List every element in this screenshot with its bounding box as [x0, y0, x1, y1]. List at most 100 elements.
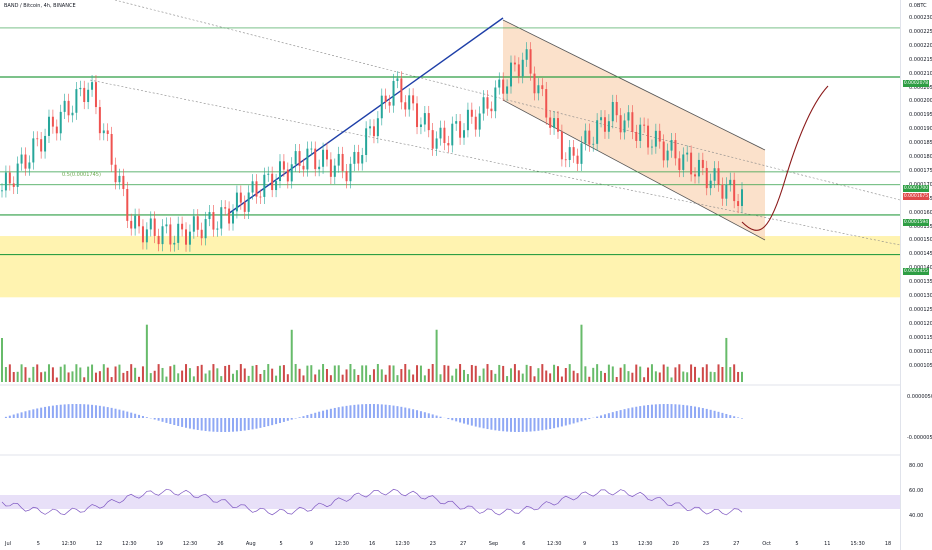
candle-body [525, 49, 528, 60]
candle-body [470, 109, 473, 117]
candle-body [427, 113, 430, 131]
candle-body [615, 101, 618, 116]
volume-bar [87, 366, 90, 382]
volume-bar [329, 375, 332, 382]
volume-bar [247, 375, 250, 382]
volume-bar [177, 373, 180, 382]
macd-bar [126, 411, 129, 418]
price-badge: 0.0001700 [903, 185, 929, 192]
volume-bar [674, 367, 677, 382]
volume-bar [435, 329, 438, 382]
macd-bar [709, 409, 712, 418]
macd-bar [490, 418, 493, 430]
candle-body [200, 229, 203, 239]
volume-bar [271, 368, 274, 382]
candle-body [670, 140, 673, 151]
macd-bar [674, 404, 677, 418]
candle-body [509, 62, 512, 87]
macd-bar [8, 415, 11, 418]
chart-svg [0, 0, 900, 516]
macd-bar [650, 404, 653, 418]
candle-body [580, 143, 583, 164]
macd-bar [643, 405, 646, 418]
macd-bar [114, 408, 117, 418]
volume-bar [490, 370, 493, 382]
volume-bar [521, 373, 524, 382]
volume-bar [251, 365, 254, 382]
volume-bar [709, 371, 712, 382]
rsi-line [1, 488, 743, 516]
volume-bar [365, 365, 368, 382]
candle-body [576, 155, 579, 164]
macd-bar [235, 418, 238, 432]
volume-bar [537, 368, 540, 382]
volume-bar [20, 364, 23, 382]
volume-bar [63, 364, 66, 382]
volume-bar [83, 377, 86, 382]
candle-body [333, 165, 336, 177]
volume-bar [596, 364, 599, 382]
channel-top-line [502, 19, 766, 151]
candle-body [24, 154, 27, 169]
volume-bar [200, 364, 203, 382]
time-tick: 12:30 [61, 541, 76, 547]
candle-body [51, 116, 54, 127]
macd-bar [506, 418, 509, 432]
macd-bar [63, 404, 66, 418]
time-tick: 20 [672, 541, 679, 547]
macd-bar [185, 418, 188, 428]
candle-body [513, 62, 516, 65]
candle-body [517, 64, 520, 77]
macd-bar [470, 418, 473, 426]
volume-bar [498, 364, 501, 382]
volume-bar [44, 371, 47, 382]
candle-body [592, 143, 595, 145]
macd-bar [188, 418, 191, 429]
candle-body [212, 212, 215, 230]
macd-bar [118, 409, 121, 418]
volume-bar [396, 375, 399, 382]
volume-bar [725, 337, 728, 382]
macd-bar [623, 409, 626, 418]
macd-bar [212, 418, 215, 432]
time-tick: 26 [217, 541, 224, 547]
candle-body [247, 192, 250, 212]
macd-bar [694, 406, 697, 418]
volume-bar [701, 367, 704, 382]
volume-bar [741, 371, 743, 382]
volume-bar [192, 376, 195, 382]
macd-bar [494, 418, 497, 431]
candle-body [71, 112, 74, 116]
macd-bar [423, 412, 426, 418]
volume-bar [549, 373, 552, 382]
volume-bar [55, 377, 58, 382]
volume-bar [8, 364, 11, 382]
candle-body [243, 202, 246, 212]
macd-bar [729, 415, 732, 418]
candle-body [157, 235, 160, 245]
candle-body [690, 152, 693, 175]
candle-body [466, 109, 469, 131]
chart-area[interactable]: BAND / Bitcoin, 4h, BINANCE 0.5(0.000174… [0, 0, 900, 550]
candle-body [341, 153, 344, 172]
macd-bar [177, 418, 180, 427]
volume-bar [670, 377, 673, 382]
macd-bar [537, 418, 540, 431]
support-zone [0, 236, 900, 298]
candle-body [521, 59, 524, 77]
candle-body [314, 148, 317, 170]
volume-bar [404, 364, 407, 382]
macd-bar [396, 406, 399, 418]
volume-bar [427, 368, 430, 382]
volume-bar [643, 377, 646, 382]
volume-bar [509, 368, 512, 382]
macd-bar [181, 418, 184, 427]
candle-body [365, 128, 368, 156]
candle-body [658, 130, 661, 142]
macd-bar [509, 418, 512, 432]
